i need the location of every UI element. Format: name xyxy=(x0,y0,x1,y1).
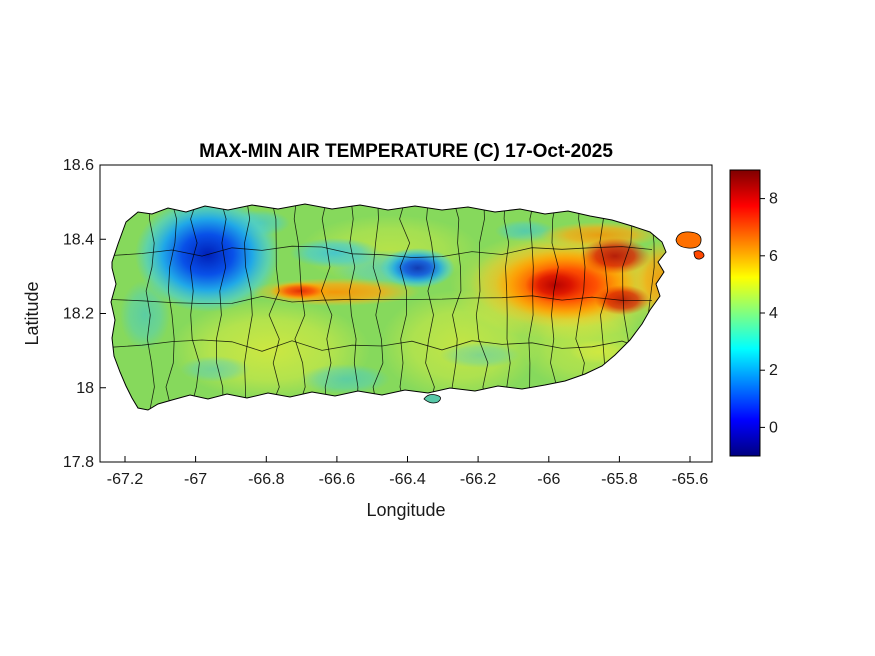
islet-east-1 xyxy=(675,231,702,249)
x-axis-label: Longitude xyxy=(366,500,445,520)
y-axis-ticks xyxy=(100,164,106,463)
plot-title: MAX-MIN AIR TEMPERATURE (C) 17-Oct-2025 xyxy=(199,141,613,162)
y-axis: 17.8 18 18.2 18.4 18.6 xyxy=(63,157,94,471)
x-tick-label: -66.4 xyxy=(389,471,426,488)
municipality-borders xyxy=(111,204,655,410)
y-tick-label: 18.6 xyxy=(63,157,94,174)
colorbar-tick-label: 8 xyxy=(769,191,778,208)
island-heatmap xyxy=(111,204,666,410)
y-tick-label: 18 xyxy=(76,380,94,397)
colorbar: 0 2 4 6 8 xyxy=(729,169,778,457)
colorbar-labels: 0 2 4 6 8 xyxy=(769,191,778,437)
x-tick-label: -67.2 xyxy=(107,471,144,488)
x-tick-label: -67 xyxy=(184,471,207,488)
colorbar-tick-label: 4 xyxy=(769,305,778,322)
y-axis-label: Latitude xyxy=(22,281,42,345)
x-tick-label: -66.2 xyxy=(460,471,497,488)
y-tick-label: 17.8 xyxy=(63,454,94,471)
x-axis: -67.2 -67 -66.8 -66.6 -66.4 -66.2 -66 -6… xyxy=(107,471,709,488)
colorbar-tick-label: 0 xyxy=(769,419,778,436)
x-axis-ticks xyxy=(124,456,691,462)
x-tick-label: -66.8 xyxy=(248,471,285,488)
x-tick-label: -65.8 xyxy=(601,471,638,488)
colorbar-gradient xyxy=(729,169,761,457)
y-tick-label: 18.4 xyxy=(63,231,94,248)
islet-east-2 xyxy=(693,250,705,260)
x-tick-label: -65.6 xyxy=(672,471,709,488)
heat-field xyxy=(120,204,666,400)
x-tick-label: -66 xyxy=(537,471,560,488)
colorbar-tick-label: 2 xyxy=(769,362,778,379)
x-tick-label: -66.6 xyxy=(319,471,356,488)
islet-south xyxy=(423,394,441,404)
colorbar-ticks xyxy=(760,198,765,428)
y-tick-label: 18.2 xyxy=(63,306,94,323)
colorbar-tick-label: 6 xyxy=(769,248,778,265)
